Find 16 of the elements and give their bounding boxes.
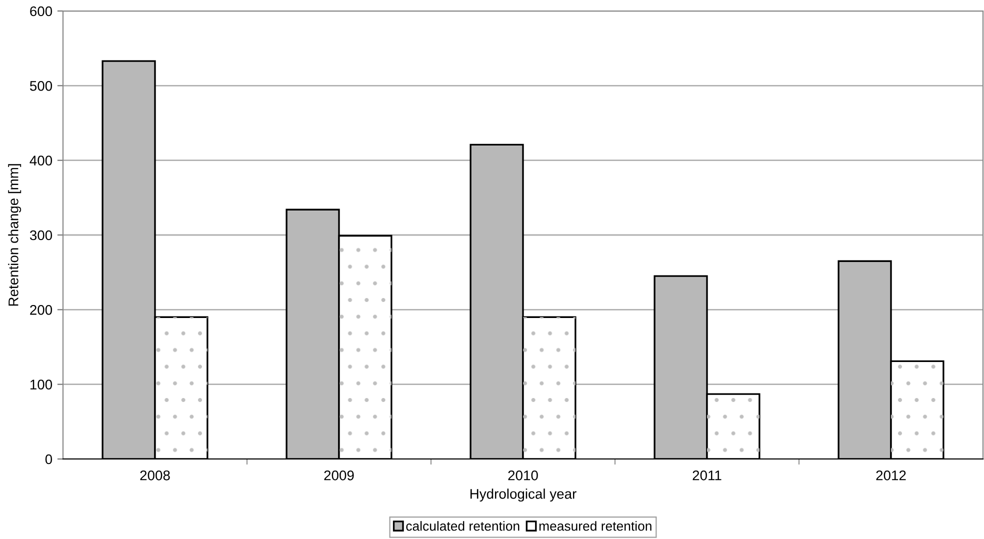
y-tick-label: 400: [30, 156, 52, 166]
x-axis-title: Hydrological year: [470, 488, 576, 502]
x-tick-label: 2011: [692, 470, 722, 480]
y-tick-label: 500: [30, 81, 52, 91]
x-tick-label: 2009: [324, 470, 354, 480]
legend-label: measured retention: [539, 521, 652, 531]
y-tick-label: 0: [45, 454, 52, 464]
x-tick-label: 2012: [876, 470, 906, 480]
x-tick-label: 2010: [508, 470, 538, 480]
y-tick-label: 100: [30, 380, 52, 390]
y-tick-label: 600: [30, 6, 52, 16]
y-tick-label: 200: [30, 305, 52, 315]
legend-label: calculated retention: [406, 521, 520, 531]
x-tick-label: 2008: [140, 470, 170, 480]
y-tick-label: 300: [30, 230, 52, 240]
y-axis-title: Retention change [mm]: [8, 164, 22, 306]
